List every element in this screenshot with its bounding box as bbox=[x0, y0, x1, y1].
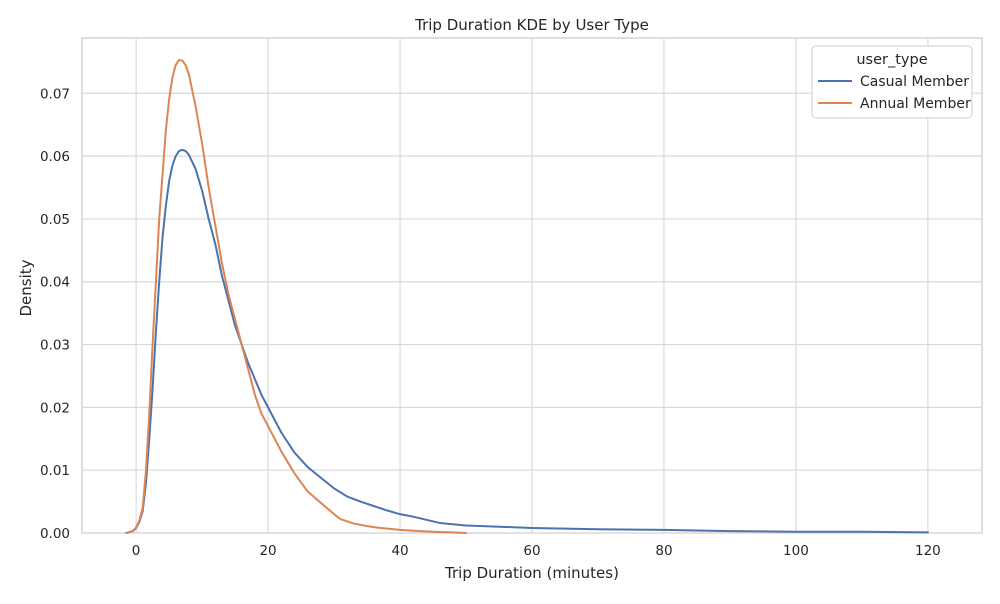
y-tick-labels: 0.00 0.01 0.02 0.03 0.04 0.05 0.06 0.07 bbox=[40, 86, 70, 542]
legend: user_type Casual Member Annual Member bbox=[811, 45, 973, 119]
y-tick-label: 0.06 bbox=[40, 149, 70, 165]
x-tick-label: 0 bbox=[132, 543, 141, 559]
y-tick-label: 0.07 bbox=[40, 86, 70, 102]
x-tick-label: 40 bbox=[391, 543, 408, 559]
y-tick-label: 0.04 bbox=[40, 275, 70, 291]
legend-box bbox=[811, 45, 973, 119]
series-line-annual-member bbox=[125, 58, 468, 534]
y-tick-label: 0.01 bbox=[40, 463, 70, 479]
y-tick-label: 0.03 bbox=[40, 338, 70, 354]
x-tick-label: 120 bbox=[915, 543, 941, 559]
y-axis-label: Density bbox=[17, 259, 35, 316]
x-tick-label: 20 bbox=[259, 543, 276, 559]
x-grid-lines bbox=[135, 38, 929, 533]
legend-label-annual-member: Annual Member bbox=[860, 96, 971, 112]
chart-title: Trip Duration KDE by User Type bbox=[414, 16, 649, 34]
y-grid-lines bbox=[82, 92, 982, 534]
x-tick-label: 60 bbox=[523, 543, 540, 559]
y-tick-label: 0.00 bbox=[40, 526, 70, 542]
y-tick-label: 0.02 bbox=[40, 400, 70, 416]
legend-label-casual-member: Casual Member bbox=[860, 74, 969, 90]
x-axis-label: Trip Duration (minutes) bbox=[444, 564, 619, 582]
x-tick-labels: 0 20 40 60 80 100 120 bbox=[132, 543, 941, 559]
x-tick-label: 80 bbox=[655, 543, 672, 559]
x-tick-label: 100 bbox=[783, 543, 809, 559]
series-layer bbox=[125, 58, 929, 534]
legend-title: user_type bbox=[856, 52, 927, 68]
y-tick-label: 0.05 bbox=[40, 212, 70, 228]
series-line-casual-member bbox=[125, 148, 929, 534]
